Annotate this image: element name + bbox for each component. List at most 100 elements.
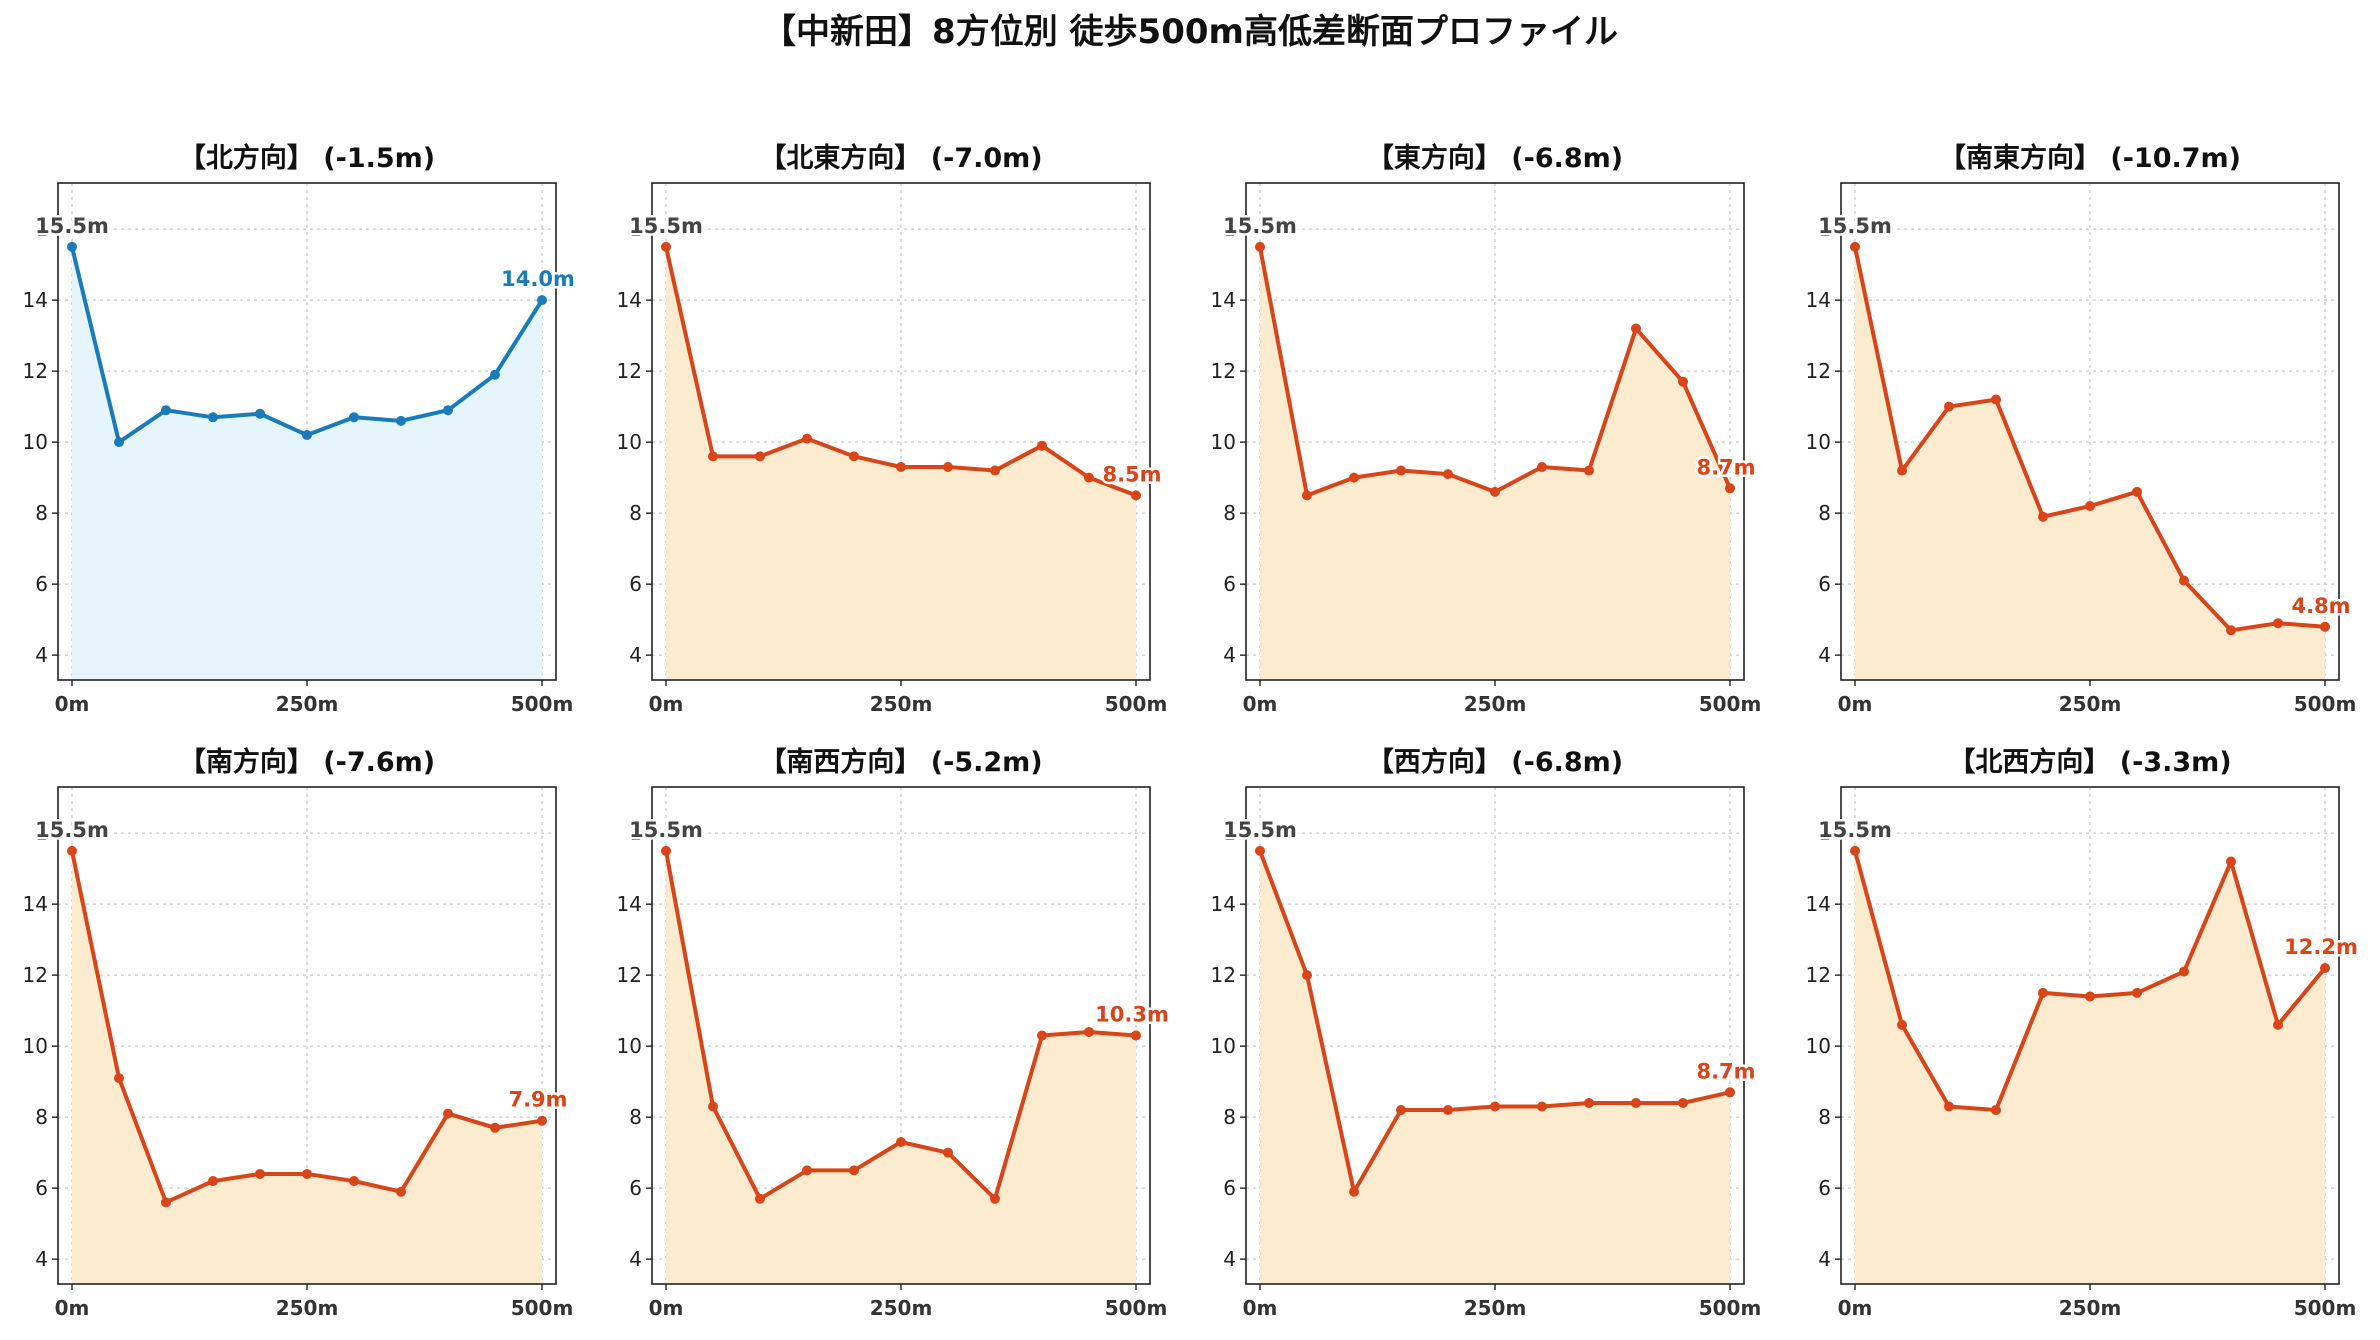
elevation-point bbox=[990, 1193, 1000, 1204]
start-elevation-label: 15.5m bbox=[629, 214, 703, 238]
elevation-point bbox=[1944, 1101, 1954, 1112]
elevation-point bbox=[1584, 465, 1594, 476]
x-tick-label: 250m bbox=[276, 692, 339, 716]
elevation-point bbox=[255, 1168, 265, 1179]
y-tick-label: 12 bbox=[23, 963, 48, 987]
elevation-point bbox=[443, 1108, 453, 1119]
x-tick-label: 250m bbox=[1464, 1296, 1527, 1320]
x-tick-label: 0m bbox=[1838, 692, 1873, 716]
start-elevation-label: 15.5m bbox=[1818, 818, 1892, 842]
x-tick-label: 250m bbox=[1464, 692, 1527, 716]
y-tick-label: 10 bbox=[1806, 1034, 1831, 1058]
x-tick-label: 0m bbox=[55, 692, 90, 716]
elevation-point bbox=[2226, 625, 2236, 636]
y-tick-label: 6 bbox=[1223, 1176, 1236, 1200]
y-tick-label: 6 bbox=[35, 1176, 48, 1200]
elevation-point bbox=[1991, 1105, 2001, 1116]
elevation-point bbox=[1255, 241, 1265, 252]
x-tick-label: 0m bbox=[649, 1296, 684, 1320]
elevation-point bbox=[1302, 490, 1312, 501]
end-elevation-label: 14.0m bbox=[501, 267, 575, 291]
elevation-point bbox=[1037, 1030, 1047, 1041]
y-tick-label: 14 bbox=[617, 288, 642, 312]
end-elevation-label: 8.5m bbox=[1102, 462, 1161, 486]
y-tick-label: 4 bbox=[629, 1247, 642, 1271]
subplot-title: 【南方向】 (-7.6m) bbox=[179, 746, 435, 778]
elevation-point bbox=[1725, 1087, 1735, 1098]
x-tick-label: 250m bbox=[870, 692, 933, 716]
y-tick-label: 10 bbox=[23, 1034, 48, 1058]
elevation-point bbox=[396, 1186, 406, 1197]
y-tick-label: 14 bbox=[23, 288, 48, 312]
end-elevation-label: 8.7m bbox=[1696, 455, 1755, 479]
elevation-point bbox=[2038, 987, 2048, 998]
elevation-point bbox=[896, 1137, 906, 1147]
y-tick-label: 6 bbox=[629, 572, 642, 596]
x-tick-label: 0m bbox=[55, 1296, 90, 1320]
y-tick-label: 4 bbox=[629, 643, 642, 667]
y-tick-label: 10 bbox=[1211, 430, 1236, 454]
elevation-point bbox=[1537, 1101, 1547, 1112]
elevation-point bbox=[2273, 618, 2283, 629]
y-tick-label: 6 bbox=[1818, 572, 1831, 596]
elevation-point bbox=[1131, 1030, 1141, 1041]
y-tick-label: 6 bbox=[35, 572, 48, 596]
y-tick-label: 1 bbox=[1818, 217, 1831, 241]
y-tick-label: 1 bbox=[629, 821, 642, 845]
elevation-point bbox=[1349, 1186, 1359, 1197]
y-tick-label: 14 bbox=[23, 892, 48, 916]
elevation-point bbox=[2085, 501, 2095, 512]
x-tick-label: 250m bbox=[870, 1296, 933, 1320]
subplot-title: 【北西方向】 (-3.3m) bbox=[1948, 746, 2231, 778]
elevation-point bbox=[849, 451, 859, 462]
elevation-point bbox=[1302, 970, 1312, 981]
elevation-point bbox=[537, 295, 547, 306]
elevation-point bbox=[490, 1122, 500, 1133]
x-tick-label: 500m bbox=[2294, 692, 2357, 716]
elevation-point bbox=[943, 1147, 953, 1158]
elevation-point bbox=[1897, 465, 1907, 476]
subplot-title: 【西方向】 (-6.8m) bbox=[1367, 746, 1623, 778]
elevation-point bbox=[1131, 490, 1141, 501]
elevation-point bbox=[1631, 323, 1641, 334]
y-tick-label: 12 bbox=[1806, 359, 1831, 383]
elevation-point bbox=[1084, 1026, 1094, 1037]
y-tick-label: 10 bbox=[1806, 430, 1831, 454]
subplot-panel: 【南東方向】 (-10.7m) 4 6 8 10 12 14 1 0m 250m 500m 15.5m… bbox=[1806, 142, 2357, 716]
elevation-point bbox=[1443, 1105, 1453, 1116]
x-tick-label: 500m bbox=[511, 692, 574, 716]
elevation-point bbox=[1490, 1101, 1500, 1112]
x-tick-label: 500m bbox=[1699, 1296, 1762, 1320]
elevation-point bbox=[349, 1176, 359, 1187]
elevation-point bbox=[2320, 963, 2330, 974]
elevation-point bbox=[67, 241, 77, 252]
x-tick-label: 0m bbox=[1838, 1296, 1873, 1320]
y-tick-label: 4 bbox=[1223, 643, 1236, 667]
x-tick-label: 0m bbox=[649, 692, 684, 716]
x-tick-label: 0m bbox=[1243, 692, 1278, 716]
elevation-point bbox=[1850, 845, 1860, 856]
subplot-title: 【南東方向】 (-10.7m) bbox=[1939, 142, 2241, 174]
elevation-point bbox=[1537, 462, 1547, 472]
elevation-point bbox=[943, 462, 953, 472]
y-tick-label: 14 bbox=[617, 892, 642, 916]
y-tick-label: 12 bbox=[617, 359, 642, 383]
start-elevation-label: 15.5m bbox=[35, 818, 109, 842]
elevation-point bbox=[1255, 845, 1265, 856]
elevation-point bbox=[2273, 1019, 2283, 1030]
y-tick-label: 8 bbox=[1818, 1105, 1831, 1129]
y-tick-label: 8 bbox=[629, 1105, 642, 1129]
elevation-point bbox=[349, 412, 359, 423]
y-tick-label: 6 bbox=[629, 1176, 642, 1200]
subplot-title: 【東方向】 (-6.8m) bbox=[1367, 142, 1623, 174]
elevation-point bbox=[1678, 376, 1688, 387]
subplot-title: 【北方向】 (-1.5m) bbox=[179, 142, 435, 174]
end-elevation-label: 8.7m bbox=[1696, 1059, 1755, 1083]
elevation-point bbox=[114, 437, 124, 448]
elevation-point bbox=[708, 451, 718, 462]
subplot-panel: 【南西方向】 (-5.2m) 4 6 8 10 12 14 1 0m 250m 500m 15.5m 1… bbox=[617, 746, 1172, 1320]
y-tick-label: 12 bbox=[617, 963, 642, 987]
elevation-point bbox=[802, 433, 812, 444]
